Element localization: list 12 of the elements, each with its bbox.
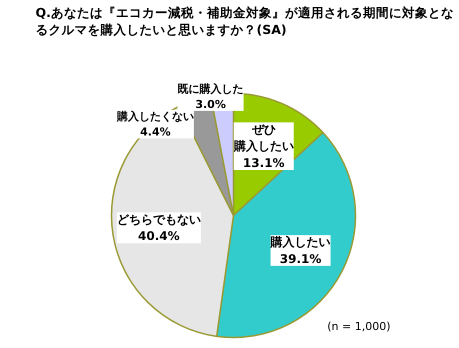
slice-label: どちらでもない — [116, 212, 201, 226]
slice-label: 購入したい — [270, 235, 331, 250]
slice-label: ぜひ購入したい — [232, 122, 294, 154]
data-label: 4.4% — [140, 125, 171, 138]
data-label: 13.1% — [242, 156, 285, 170]
chart-title: Q.あなたは『エコカー減税・補助金対象』が適用される期間に対象となるクルマを購入したいと思いますか？(SA) — [36, 5, 454, 37]
data-label: 3.0% — [195, 98, 226, 111]
slice-label: 購入したくない — [116, 110, 194, 123]
data-label: 39.1% — [280, 252, 322, 266]
slice-label: 既に購入した — [178, 82, 244, 96]
data-label: 40.4% — [138, 229, 180, 244]
text: (n = 1,000) — [327, 320, 391, 333]
